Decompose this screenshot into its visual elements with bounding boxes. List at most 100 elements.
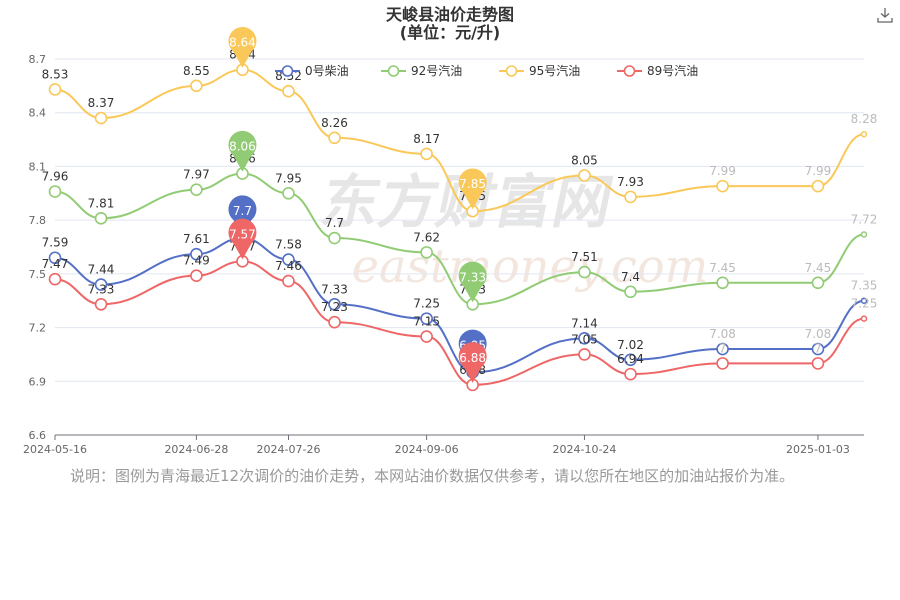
data-point xyxy=(282,186,295,200)
data-point xyxy=(190,247,203,261)
legend-marker xyxy=(623,65,636,77)
data-point xyxy=(190,183,203,197)
legend-label: 95号汽油 xyxy=(529,63,580,78)
data-point xyxy=(94,297,108,311)
pin-shape xyxy=(228,27,257,68)
data-point xyxy=(716,342,729,356)
data-label: 7.99 xyxy=(805,164,832,178)
data-label: 7.97 xyxy=(183,168,210,182)
chart-note: 说明：图例为青海最近12次调价的油价走势，本网站油价数据仅供参考，请以您所在地区… xyxy=(70,467,795,485)
data-label: 7.51 xyxy=(571,250,598,264)
pin-label: 7.33 xyxy=(459,270,486,284)
data-label: 7.33 xyxy=(88,282,115,296)
data-label: 8.26 xyxy=(321,116,348,130)
data-label: 7.25 xyxy=(413,297,440,311)
min-marker: 7.85 xyxy=(458,168,487,210)
data-label: 7 xyxy=(719,341,727,355)
data-point xyxy=(811,342,825,356)
data-label: 7.08 xyxy=(709,327,736,341)
y-tick-label: 8.4 xyxy=(29,107,47,120)
data-point xyxy=(811,179,825,193)
data-label: 7.46 xyxy=(275,259,302,273)
data-label: 7.14 xyxy=(571,316,598,330)
data-point xyxy=(48,83,62,96)
x-tick-label: 2024-09-06 xyxy=(395,443,459,456)
legend-item-1[interactable]: 92号汽油 xyxy=(381,63,462,78)
data-point xyxy=(48,251,62,265)
data-label: 7.08 xyxy=(805,327,832,341)
data-point xyxy=(624,353,637,367)
data-label: 8.37 xyxy=(88,96,115,110)
data-point xyxy=(578,169,591,182)
max-marker: 8.64 xyxy=(228,27,257,68)
data-label: 8.53 xyxy=(42,67,69,81)
pin-label: 7.7 xyxy=(233,204,252,218)
max-marker: 7.57 xyxy=(228,218,257,260)
data-label: 8.55 xyxy=(183,64,210,78)
data-label: 7.45 xyxy=(709,261,736,275)
data-label: 7.61 xyxy=(183,232,210,246)
legend-item-0[interactable]: 0号柴油 xyxy=(275,64,349,78)
legend-marker xyxy=(281,65,294,77)
data-point xyxy=(190,269,203,282)
data-point xyxy=(624,367,637,381)
pin-shape xyxy=(228,218,257,260)
data-point xyxy=(578,348,591,361)
pin-shape xyxy=(228,130,257,172)
legend-item-3[interactable]: 89号汽油 xyxy=(617,63,698,78)
y-tick-label: 7.5 xyxy=(29,268,47,281)
data-point xyxy=(716,276,729,290)
max-marker: 8.06 xyxy=(228,130,257,172)
min-marker: 6.88 xyxy=(458,342,487,383)
legend-marker xyxy=(505,65,518,77)
data-point xyxy=(48,272,62,286)
x-tick-label: 2024-05-16 xyxy=(23,443,87,456)
y-tick-label: 7.8 xyxy=(29,214,47,227)
legend[interactable]: 0号柴油 92号汽油 95号汽油 89号汽油 xyxy=(275,63,698,78)
data-label: 7.96 xyxy=(42,169,69,183)
pin-shape xyxy=(458,261,487,303)
data-point xyxy=(716,179,729,193)
data-point xyxy=(420,312,433,325)
data-label: 7.81 xyxy=(88,196,115,210)
data-point xyxy=(420,246,433,259)
data-point xyxy=(282,274,295,288)
min-marker: 7.33 xyxy=(458,261,487,303)
max-marker: 7.7 xyxy=(228,195,257,237)
legend-item-2[interactable]: 95号汽油 xyxy=(499,63,580,78)
series-lines xyxy=(48,63,868,392)
data-point xyxy=(328,131,341,145)
pin-shape xyxy=(228,195,257,237)
download-icon[interactable] xyxy=(876,6,894,24)
data-label: 8.17 xyxy=(413,132,440,146)
data-label: 6.94 xyxy=(617,352,644,366)
data-label: 7.62 xyxy=(413,230,440,244)
data-point xyxy=(624,285,637,299)
y-tick-label: 8.7 xyxy=(29,53,47,66)
data-label: 7.59 xyxy=(42,236,69,250)
data-point xyxy=(811,276,825,290)
data-label: 7.35 xyxy=(851,279,878,293)
data-label: 7.93 xyxy=(617,175,644,189)
x-tick-label: 2024-10-24 xyxy=(552,443,616,456)
pin-shape xyxy=(458,168,487,210)
data-label: 7.45 xyxy=(805,261,832,275)
data-label: 7.05 xyxy=(571,332,598,346)
data-point xyxy=(860,297,868,304)
data-point xyxy=(811,357,825,370)
data-label: 7.7 xyxy=(325,216,344,230)
data-point xyxy=(624,190,637,204)
watermark-en: eastmoney.com xyxy=(352,239,708,293)
data-label: 7.25 xyxy=(851,297,878,311)
x-tick-label: 2024-06-28 xyxy=(164,443,228,456)
data-label: 7.95 xyxy=(275,171,302,185)
data-point xyxy=(420,147,433,161)
data-point xyxy=(578,265,591,279)
data-point xyxy=(282,253,295,266)
pin-label: 7.57 xyxy=(229,227,256,241)
data-label: 7 xyxy=(814,341,822,355)
y-tick-label: 8.1 xyxy=(29,160,47,173)
extreme-markers: 7.76.958.067.338.647.857.576.88 xyxy=(228,27,487,383)
data-point xyxy=(94,111,108,125)
